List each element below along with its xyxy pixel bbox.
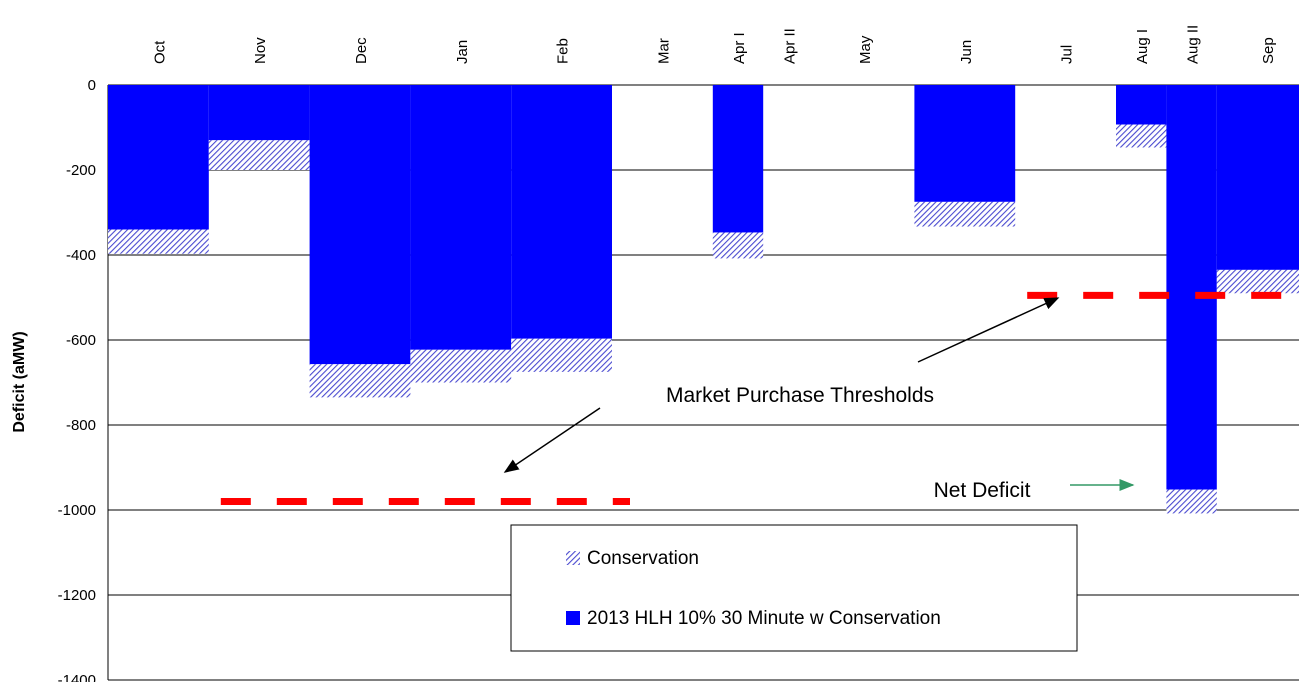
- legend-box: [510, 524, 1078, 652]
- bar: [309, 85, 411, 365]
- x-tick-label: Dec: [353, 37, 370, 64]
- x-tick-label: Nov: [252, 37, 269, 64]
- bar: [712, 232, 764, 259]
- x-tick-label: Jul: [1059, 45, 1076, 64]
- x-tick-label: Apr II: [781, 28, 798, 64]
- bar: [410, 349, 512, 383]
- x-tick-label: Mar: [655, 38, 672, 64]
- bar: [208, 85, 310, 141]
- x-tick-label: Feb: [555, 38, 572, 64]
- y-tick-label: -400: [66, 247, 96, 264]
- bar: [1116, 85, 1167, 125]
- x-tick-label: Jun: [958, 40, 975, 64]
- bar: [1216, 85, 1299, 270]
- x-tick-label: Aug II: [1185, 25, 1202, 64]
- bar: [1166, 489, 1217, 514]
- bar: [309, 364, 411, 398]
- y-tick-label: -1000: [58, 502, 96, 519]
- y-tick-label: -800: [66, 417, 96, 434]
- x-tick-label: Jan: [454, 40, 471, 64]
- legend-label: Conservation: [587, 548, 699, 569]
- y-tick-label: -1200: [58, 587, 96, 604]
- y-tick-label: 0: [88, 77, 96, 94]
- bar: [1166, 85, 1217, 490]
- bar: [914, 85, 1016, 202]
- y-tick-label: -1400: [58, 672, 96, 682]
- bar: [208, 140, 310, 170]
- legend-swatch: [566, 551, 580, 565]
- x-tick-label: Sep: [1260, 37, 1277, 64]
- bar: [410, 85, 512, 350]
- bar: [712, 85, 764, 233]
- bar: [108, 85, 209, 230]
- x-tick-label: Apr I: [731, 32, 748, 64]
- legend-swatch: [566, 611, 580, 625]
- annotation: Net Deficit: [934, 479, 1031, 502]
- bar: [914, 201, 1016, 227]
- x-tick-label: Aug I: [1134, 29, 1151, 64]
- x-tick-label: Oct: [151, 40, 168, 64]
- bar: [1216, 269, 1299, 294]
- x-tick-label: May: [857, 35, 874, 64]
- bar: [511, 338, 612, 372]
- y-axis-label: Deficit (aMW): [11, 331, 28, 432]
- arrow: [503, 407, 601, 473]
- bar: [511, 85, 612, 339]
- y-tick-label: -200: [66, 162, 96, 179]
- arrow: [917, 297, 1060, 363]
- legend-label: 2013 HLH 10% 30 Minute w Conservation: [587, 608, 941, 629]
- bar: [1116, 124, 1167, 148]
- y-tick-label: -600: [66, 332, 96, 349]
- plot-area: -1400 -1200 -1000 -800 -600 -400 -200 0 Oct Nov De…: [58, 25, 1299, 682]
- bar: [108, 229, 209, 254]
- annotation: Market Purchase Thresholds: [666, 384, 934, 407]
